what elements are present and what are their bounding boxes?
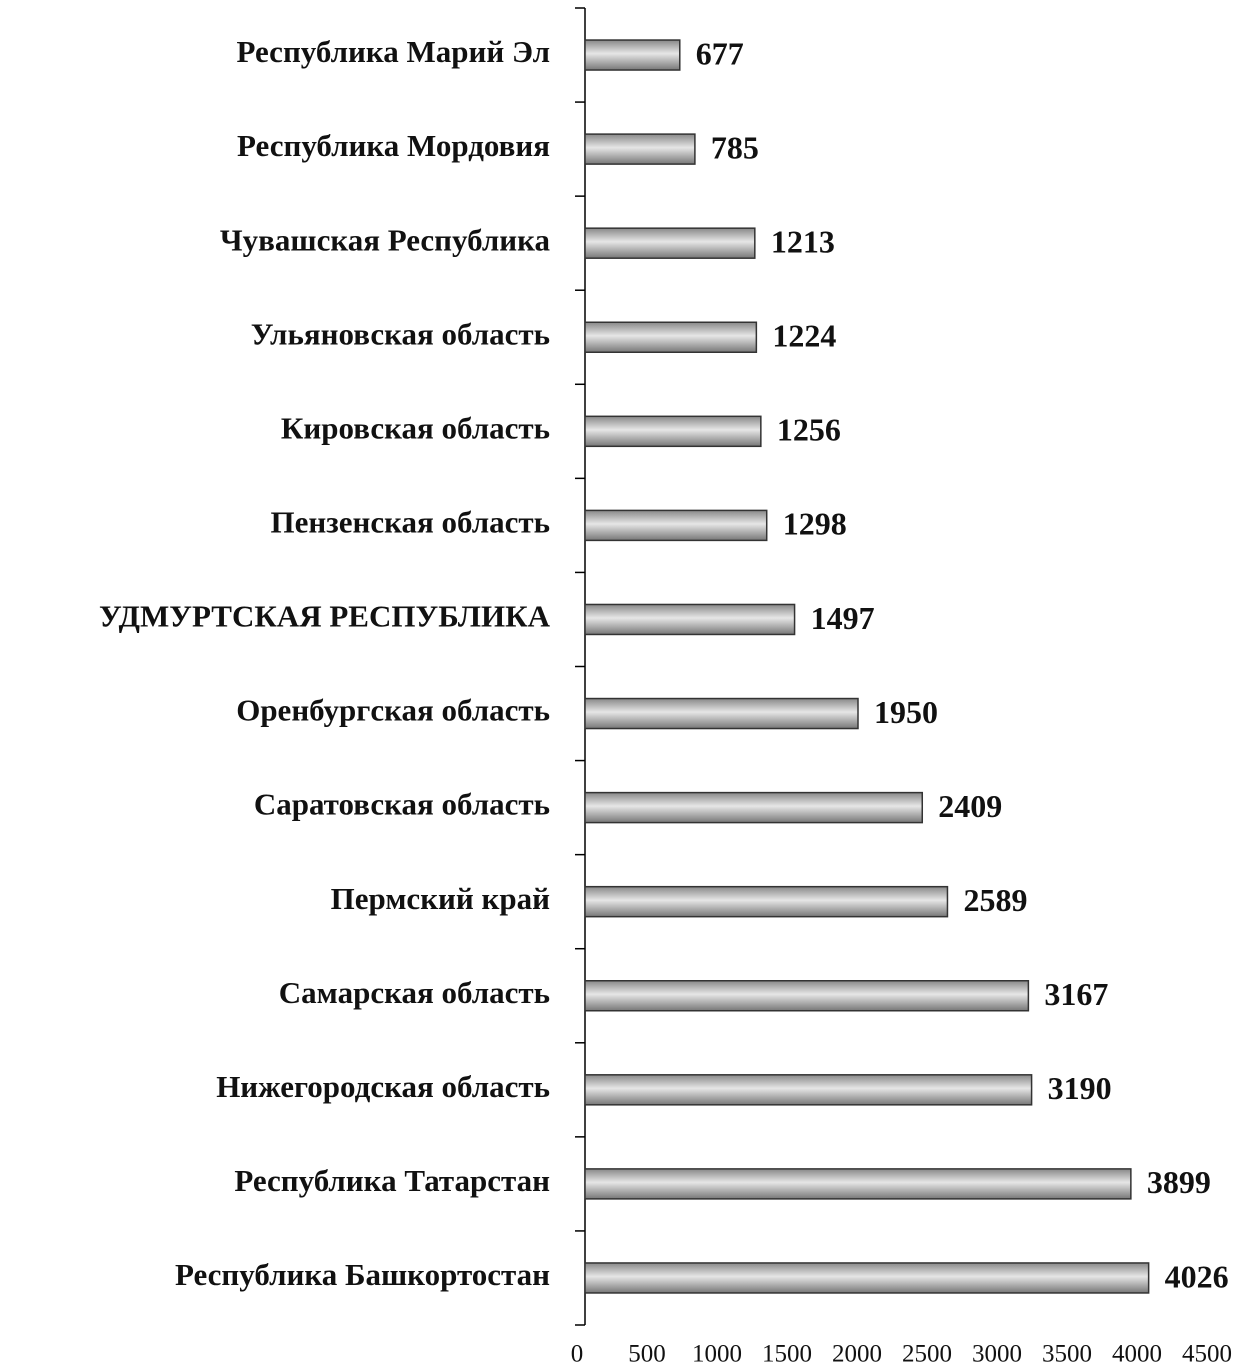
y-tick-label: Республика Башкортостан [175,1257,550,1292]
y-tick-label: Пермский край [331,881,550,916]
y-tick-label: Саратовская область [254,787,550,822]
x-tick-label: 2000 [832,1341,882,1368]
value-label: 785 [711,129,759,165]
x-tick-label: 0 [571,1341,584,1368]
y-tick-label: Оренбургская область [236,693,550,728]
value-label: 3190 [1048,1070,1112,1106]
value-label: 1224 [772,318,836,354]
x-tick-label: 500 [628,1341,666,1368]
y-tick-label: Нижегородская область [216,1069,550,1104]
y-tick-label: Чувашская Республика [220,222,551,257]
bar [584,1262,1150,1294]
bar [584,697,859,730]
x-tick-label: 4500 [1182,1341,1232,1368]
value-label: 2409 [938,788,1002,824]
bar [584,1074,1033,1106]
value-label: 1256 [777,412,841,448]
bar [584,321,758,353]
y-tick-label: Пензенская область [271,505,550,540]
bar [584,133,696,165]
y-tick-label: Ульяновская область [251,316,550,351]
value-label: 2589 [963,882,1027,918]
value-label: 1213 [771,224,835,260]
y-tick-label: Республика Марий Эл [237,34,550,69]
y-tick-label: Самарская область [279,975,550,1010]
value-label: 677 [696,35,744,71]
y-tick-label: Республика Мордовия [237,128,550,163]
y-tick-label: Кировская область [281,410,550,445]
bar [584,885,949,918]
x-tick-label: 3500 [1042,1341,1092,1368]
value-label: 3899 [1147,1164,1211,1200]
value-label: 3167 [1044,976,1108,1012]
bar [584,791,924,824]
y-tick-label: Республика Татарстан [234,1163,550,1198]
bar [584,603,796,636]
value-label: 1497 [811,600,875,636]
x-tick-label: 2500 [902,1341,952,1368]
bar [584,415,762,448]
bar [584,227,756,259]
bar [584,509,768,542]
value-label: 1298 [783,506,847,542]
value-label: 4026 [1165,1258,1229,1294]
value-label: 1950 [874,694,938,730]
x-tick-label: 3000 [972,1341,1022,1368]
bar [584,1168,1132,1200]
y-tick-label: УДМУРТСКАЯ РЕСПУБЛИКА [99,599,551,634]
x-tick-label: 1000 [692,1341,742,1368]
x-tick-label: 4000 [1112,1341,1162,1368]
x-tick-label: 1500 [762,1341,812,1368]
bar [584,39,681,71]
bar [584,980,1030,1012]
